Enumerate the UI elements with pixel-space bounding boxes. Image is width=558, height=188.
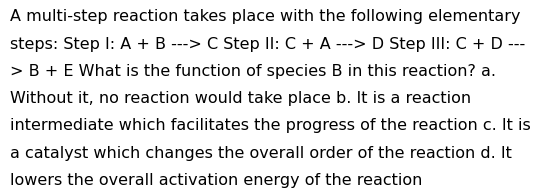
Text: > B + E What is the function of species B in this reaction? a.: > B + E What is the function of species … — [10, 64, 496, 79]
Text: intermediate which facilitates the progress of the reaction c. It is: intermediate which facilitates the progr… — [10, 118, 531, 133]
Text: A multi-step reaction takes place with the following elementary: A multi-step reaction takes place with t… — [10, 9, 521, 24]
Text: steps: Step I: A + B ---> C Step II: C + A ---> D Step III: C + D ---: steps: Step I: A + B ---> C Step II: C +… — [10, 37, 525, 52]
Text: lowers the overall activation energy of the reaction: lowers the overall activation energy of … — [10, 173, 422, 188]
Text: Without it, no reaction would take place b. It is a reaction: Without it, no reaction would take place… — [10, 91, 471, 106]
Text: a catalyst which changes the overall order of the reaction d. It: a catalyst which changes the overall ord… — [10, 146, 512, 161]
